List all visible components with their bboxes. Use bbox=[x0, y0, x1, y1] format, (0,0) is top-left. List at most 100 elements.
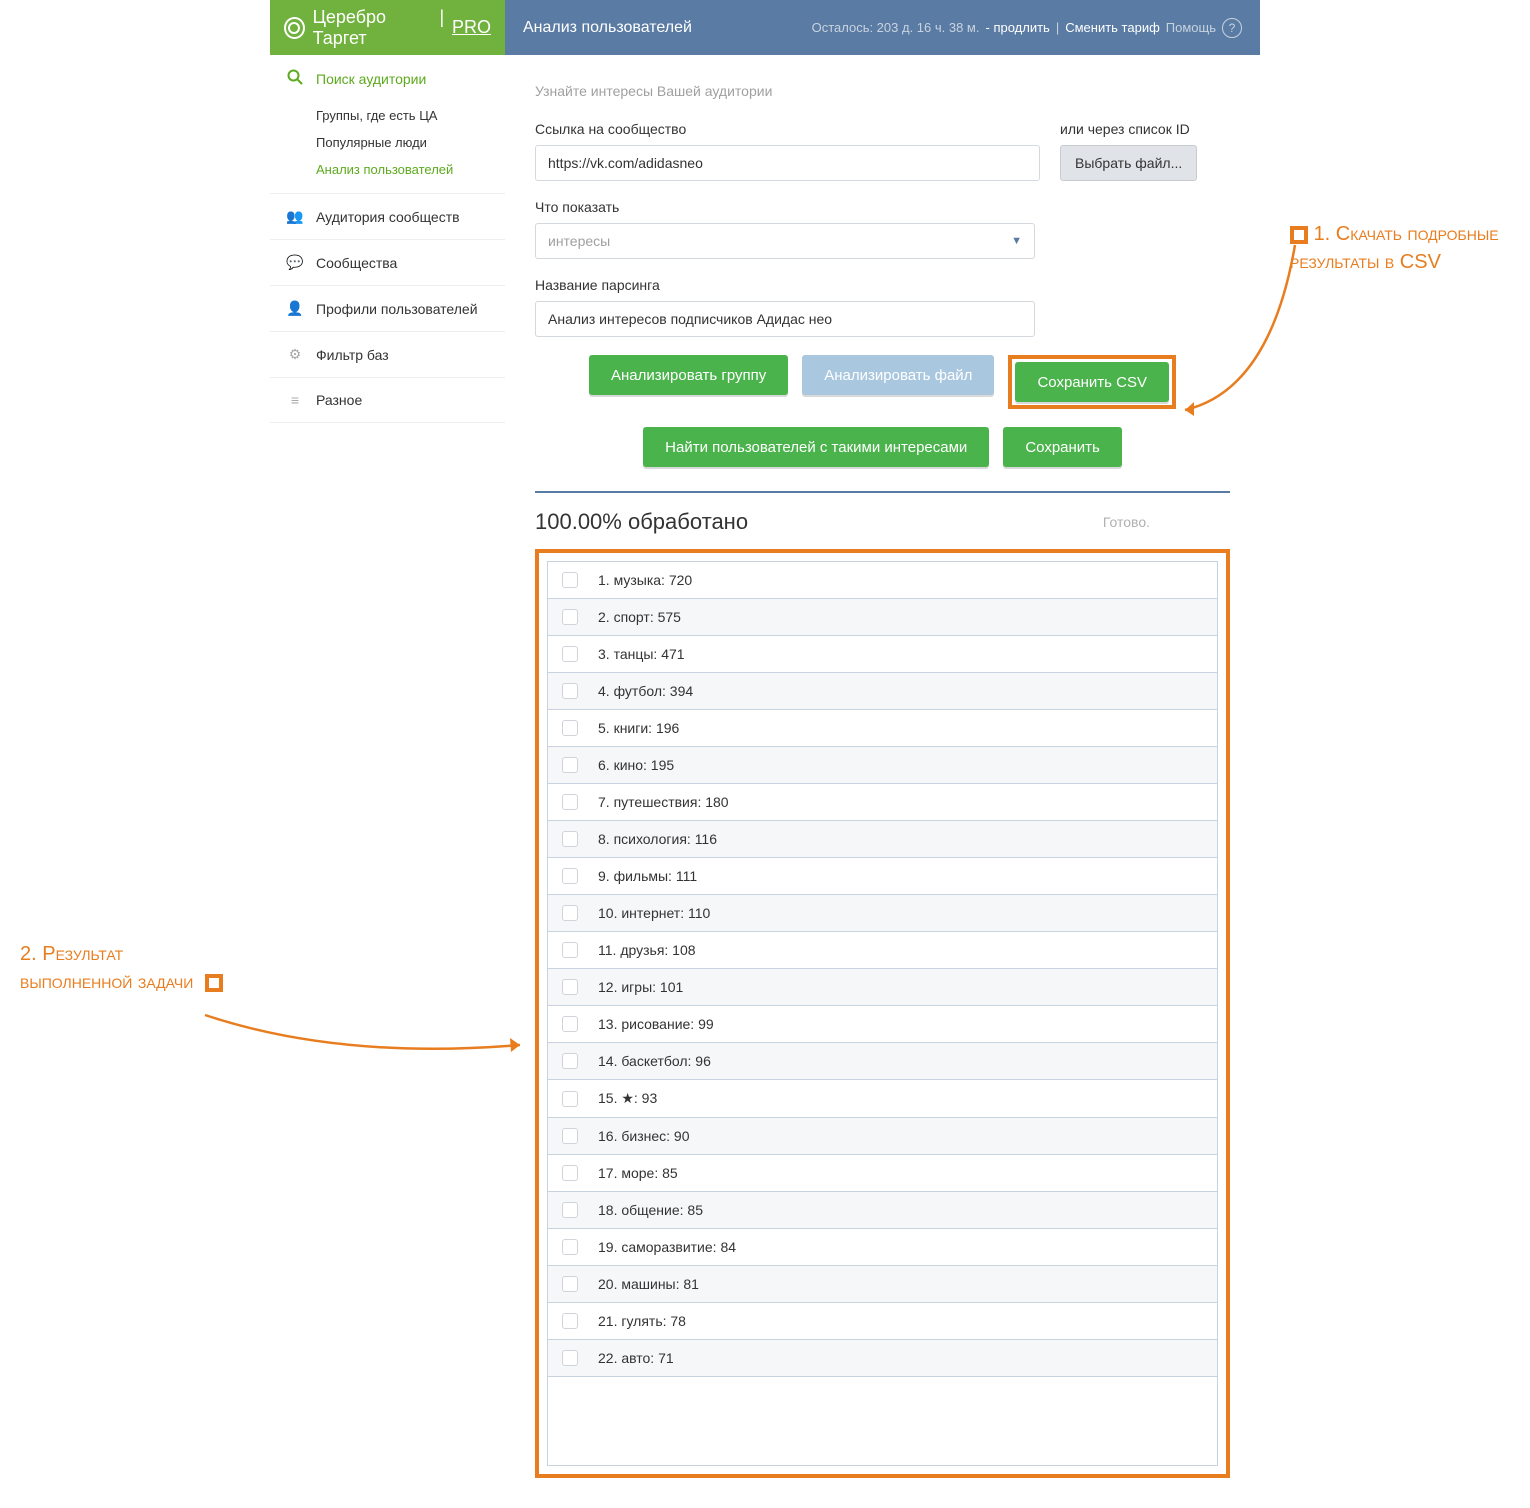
sidebar-icon: ⚙ bbox=[286, 346, 304, 363]
result-text: 10. интернет: 110 bbox=[598, 905, 710, 921]
result-checkbox[interactable] bbox=[562, 1276, 578, 1292]
result-row[interactable]: 17. море: 85 bbox=[548, 1155, 1217, 1192]
change-tariff-link[interactable]: Сменить тариф bbox=[1065, 20, 1160, 35]
result-row[interactable]: 3. танцы: 471 bbox=[548, 636, 1217, 673]
result-text: 12. игры: 101 bbox=[598, 979, 683, 995]
button-row-1: Анализировать группу Анализировать файл … bbox=[535, 355, 1230, 409]
divider bbox=[535, 491, 1230, 493]
result-checkbox[interactable] bbox=[562, 942, 578, 958]
result-text: 16. бизнес: 90 bbox=[598, 1128, 689, 1144]
sidebar-item[interactable]: ⚙Фильтр баз bbox=[270, 332, 505, 377]
analyze-group-button[interactable]: Анализировать группу bbox=[589, 355, 788, 395]
sidebar-item[interactable]: 👤Профили пользователей bbox=[270, 286, 505, 331]
result-text: 6. кино: 195 bbox=[598, 757, 674, 773]
result-checkbox[interactable] bbox=[562, 868, 578, 884]
result-text: 21. гулять: 78 bbox=[598, 1313, 686, 1329]
result-checkbox[interactable] bbox=[562, 1053, 578, 1069]
result-checkbox[interactable] bbox=[562, 720, 578, 736]
result-row[interactable]: 20. машины: 81 bbox=[548, 1266, 1217, 1303]
result-row[interactable]: 5. книги: 196 bbox=[548, 710, 1217, 747]
result-row[interactable]: 1. музыка: 720 bbox=[548, 562, 1217, 599]
result-text: 8. психология: 116 bbox=[598, 831, 717, 847]
button-row-2: Найти пользователей с такими интересами … bbox=[535, 427, 1230, 467]
result-text: 19. саморазвитие: 84 bbox=[598, 1239, 736, 1255]
save-csv-button[interactable]: Сохранить CSV bbox=[1015, 362, 1169, 402]
result-checkbox[interactable] bbox=[562, 905, 578, 921]
sidebar-sub-item[interactable]: Популярные люди bbox=[316, 129, 489, 156]
result-text: 15. ★: 93 bbox=[598, 1090, 657, 1107]
result-text: 7. путешествия: 180 bbox=[598, 794, 729, 810]
result-row[interactable]: 4. футбол: 394 bbox=[548, 673, 1217, 710]
result-checkbox[interactable] bbox=[562, 609, 578, 625]
sidebar-icon: 👥 bbox=[286, 208, 304, 225]
or-label: или через список ID bbox=[1060, 121, 1230, 137]
result-checkbox[interactable] bbox=[562, 572, 578, 588]
pro-badge[interactable]: PRO bbox=[452, 17, 491, 38]
result-row[interactable]: 14. баскетбол: 96 bbox=[548, 1043, 1217, 1080]
result-text: 1. музыка: 720 bbox=[598, 572, 692, 588]
result-checkbox[interactable] bbox=[562, 1016, 578, 1032]
result-row[interactable]: 21. гулять: 78 bbox=[548, 1303, 1217, 1340]
result-checkbox[interactable] bbox=[562, 1091, 578, 1107]
link-input[interactable] bbox=[535, 145, 1040, 181]
result-text: 18. общение: 85 bbox=[598, 1202, 703, 1218]
result-text: 13. рисование: 99 bbox=[598, 1016, 714, 1032]
sidebar-item-label: Разное bbox=[316, 392, 362, 408]
sidebar-item[interactable]: ≡Разное bbox=[270, 378, 505, 422]
result-row[interactable]: 10. интернет: 110 bbox=[548, 895, 1217, 932]
sidebar-item[interactable]: 💬 Сообщества bbox=[270, 240, 505, 285]
result-row[interactable]: 12. игры: 101 bbox=[548, 969, 1217, 1006]
result-row[interactable]: 6. кино: 195 bbox=[548, 747, 1217, 784]
sidebar-item[interactable]: 👥 Аудитория сообществ bbox=[270, 194, 505, 239]
sidebar-item-label: Сообщества bbox=[316, 255, 397, 271]
sidebar-label: Поиск аудитории bbox=[316, 71, 426, 87]
result-row[interactable]: 18. общение: 85 bbox=[548, 1192, 1217, 1229]
result-checkbox[interactable] bbox=[562, 794, 578, 810]
result-row[interactable]: 8. психология: 116 bbox=[548, 821, 1217, 858]
result-checkbox[interactable] bbox=[562, 683, 578, 699]
show-select[interactable]: интересы ▼ bbox=[535, 223, 1035, 259]
find-users-button[interactable]: Найти пользователей с такими интересами bbox=[643, 427, 989, 467]
sidebar-sub-item[interactable]: Анализ пользователей bbox=[316, 156, 489, 183]
logo-icon bbox=[284, 17, 305, 39]
header-meta: Осталось: 203 д. 16 ч. 38 м. - продлить … bbox=[812, 18, 1242, 38]
result-checkbox[interactable] bbox=[562, 1202, 578, 1218]
parse-label: Название парсинга bbox=[535, 277, 1230, 293]
result-text: 9. фильмы: 111 bbox=[598, 868, 697, 884]
result-checkbox[interactable] bbox=[562, 1313, 578, 1329]
annotation-1: 1. Скачать подробные результаты в CSV bbox=[1290, 220, 1510, 276]
result-row[interactable]: 2. спорт: 575 bbox=[548, 599, 1217, 636]
sidebar-sub-item[interactable]: Группы, где есть ЦА bbox=[316, 102, 489, 129]
sidebar-icon: 💬 bbox=[286, 254, 304, 271]
help-icon[interactable]: ? bbox=[1222, 18, 1242, 38]
result-row[interactable]: 13. рисование: 99 bbox=[548, 1006, 1217, 1043]
results-list[interactable]: 1. музыка: 720 2. спорт: 5753. танцы: 471… bbox=[547, 561, 1218, 1466]
result-checkbox[interactable] bbox=[562, 979, 578, 995]
save-button[interactable]: Сохранить bbox=[1003, 427, 1122, 467]
sidebar-item-label: Аудитория сообществ bbox=[316, 209, 460, 225]
sidebar-item-search[interactable]: Поиск аудитории bbox=[270, 55, 505, 102]
help-link[interactable]: Помощь bbox=[1166, 20, 1216, 35]
result-checkbox[interactable] bbox=[562, 757, 578, 773]
result-row[interactable]: 22. авто: 71 bbox=[548, 1340, 1217, 1377]
sidebar-icon: 👤 bbox=[286, 300, 304, 317]
result-text: 17. море: 85 bbox=[598, 1165, 678, 1181]
parse-name-input[interactable] bbox=[535, 301, 1035, 337]
result-row[interactable]: 9. фильмы: 111 bbox=[548, 858, 1217, 895]
choose-file-button[interactable]: Выбрать файл... bbox=[1060, 145, 1197, 181]
result-row[interactable]: 16. бизнес: 90 bbox=[548, 1118, 1217, 1155]
result-checkbox[interactable] bbox=[562, 1239, 578, 1255]
show-value: интересы bbox=[548, 233, 610, 249]
result-checkbox[interactable] bbox=[562, 831, 578, 847]
result-text: 5. книги: 196 bbox=[598, 720, 679, 736]
result-checkbox[interactable] bbox=[562, 646, 578, 662]
result-row[interactable]: 11. друзья: 108 bbox=[548, 932, 1217, 969]
result-row[interactable]: 7. путешествия: 180 bbox=[548, 784, 1217, 821]
result-row[interactable]: 19. саморазвитие: 84 bbox=[548, 1229, 1217, 1266]
analyze-file-button[interactable]: Анализировать файл bbox=[802, 355, 994, 395]
result-row[interactable]: 15. ★: 93 bbox=[548, 1080, 1217, 1118]
result-checkbox[interactable] bbox=[562, 1165, 578, 1181]
result-checkbox[interactable] bbox=[562, 1350, 578, 1366]
extend-link[interactable]: - продлить bbox=[986, 20, 1050, 35]
result-checkbox[interactable] bbox=[562, 1128, 578, 1144]
